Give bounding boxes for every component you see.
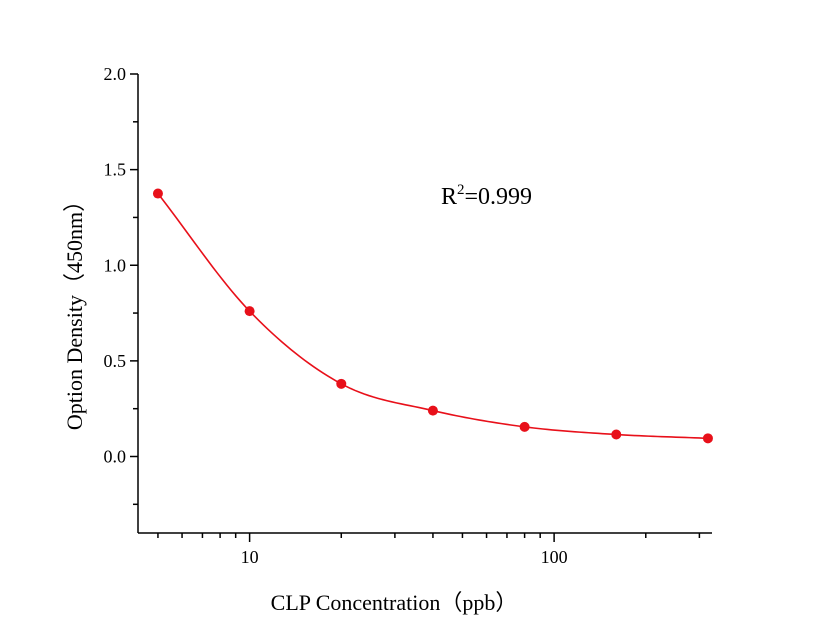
data-point — [152, 188, 163, 199]
data-point — [427, 405, 438, 416]
y-tick-label: 1.5 — [104, 160, 127, 180]
data-point — [336, 378, 347, 389]
r-squared-superscript: 2 — [457, 182, 465, 198]
data-point — [244, 306, 255, 317]
data-points — [152, 188, 713, 444]
y-tick-label: 2.0 — [104, 64, 127, 84]
y-tick-label: 0.0 — [104, 447, 127, 467]
y-tick-label: 1.0 — [104, 255, 127, 275]
axes — [137, 74, 712, 534]
x-axis-title: CLP Concentration（ppb） — [271, 590, 518, 615]
fit-curve — [157, 193, 708, 440]
data-point — [611, 429, 622, 440]
data-point — [519, 421, 530, 432]
r-squared-base: R — [441, 184, 457, 210]
r-squared-value: =0.999 — [465, 184, 533, 210]
y-tick-label: 0.5 — [104, 351, 127, 371]
x-tick-label: 10 — [241, 547, 259, 567]
y-axis-title: Option Density（450nm） — [62, 190, 87, 430]
r-squared-annotation: R2=0.999 — [441, 182, 532, 210]
tick-labels: 2.0 1.5 1.0 0.5 0.0 10 100 — [104, 64, 568, 567]
x-tick-label: 100 — [541, 547, 568, 567]
data-point — [702, 433, 713, 444]
ticks — [130, 73, 701, 542]
